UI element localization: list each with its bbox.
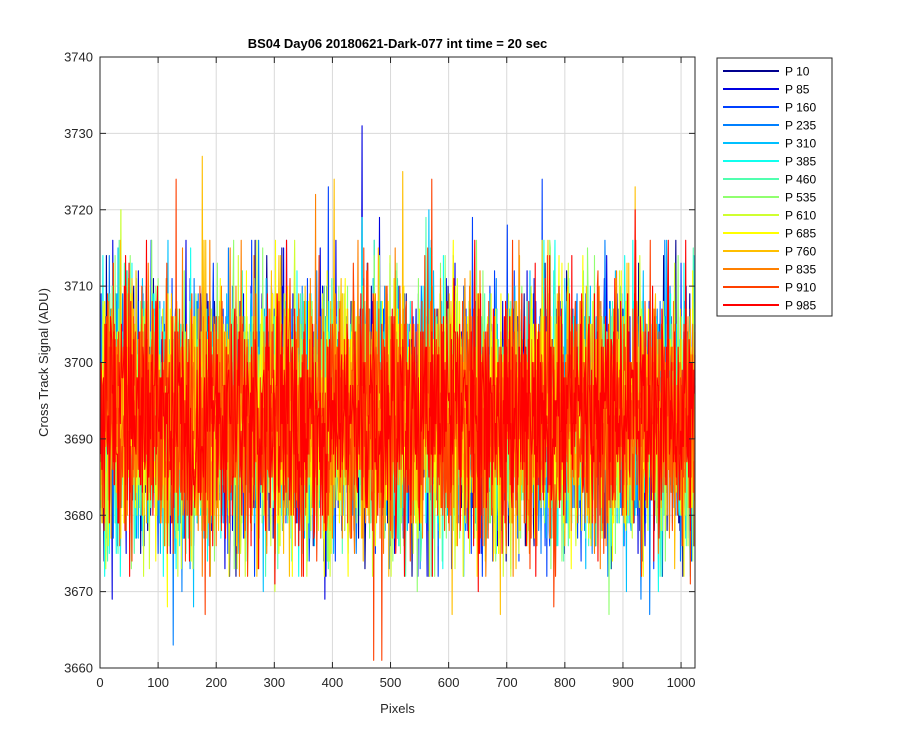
legend-label: P 460 [785, 173, 816, 187]
legend-label: P 235 [785, 119, 816, 133]
y-tick-label: 3730 [64, 126, 93, 141]
legend-label: P 535 [785, 191, 816, 205]
legend: P 10 P 85 P 160 P 235 P 310 P 385 P 460 P 535 P … [716, 57, 833, 317]
y-tick-label: 3680 [64, 508, 93, 523]
x-tick-label: 700 [496, 675, 518, 690]
y-axis-label: Cross Track Signal (ADU) [36, 288, 51, 437]
legend-label: P 910 [785, 281, 816, 295]
x-tick-label: 100 [147, 675, 169, 690]
y-tick-label: 3700 [64, 355, 93, 370]
x-tick-label: 500 [380, 675, 402, 690]
legend-label: P 310 [785, 137, 816, 151]
legend-label: P 85 [785, 83, 810, 97]
x-tick-label: 600 [438, 675, 460, 690]
tick-layer: 0 100 200 300 400 500 600 700 800 900 1000 3660 3670… [64, 50, 695, 691]
legend-label: P 685 [785, 227, 816, 241]
x-tick-label: 0 [96, 675, 103, 690]
legend-label: P 10 [785, 65, 810, 79]
y-tick-label: 3690 [64, 431, 93, 446]
y-tick-label: 3710 [64, 279, 93, 294]
x-tick-label: 400 [322, 675, 344, 690]
legend-label: P 985 [785, 299, 816, 313]
series-line-p985 [100, 209, 696, 593]
legend-label: P 835 [785, 263, 816, 277]
x-tick-label: 200 [205, 675, 227, 690]
legend-label: P 760 [785, 245, 816, 259]
legend-box [716, 57, 833, 317]
y-tick-label: 3720 [64, 202, 93, 217]
x-tick-label: 900 [612, 675, 634, 690]
legend-label: P 610 [785, 209, 816, 223]
legend-label: P 385 [785, 155, 816, 169]
y-tick-label: 3740 [64, 50, 93, 65]
x-axis-label: Pixels [380, 701, 415, 716]
y-tick-label: 3660 [64, 661, 93, 676]
series-layer [100, 125, 696, 661]
x-tick-label: 300 [263, 675, 285, 690]
chart-title: BS04 Day06 20180621-Dark-077 int time = … [248, 36, 548, 51]
legend-label: P 160 [785, 101, 816, 115]
y-tick-label: 3670 [64, 584, 93, 599]
x-tick-label: 800 [554, 675, 576, 690]
x-tick-label: 1000 [667, 675, 696, 690]
